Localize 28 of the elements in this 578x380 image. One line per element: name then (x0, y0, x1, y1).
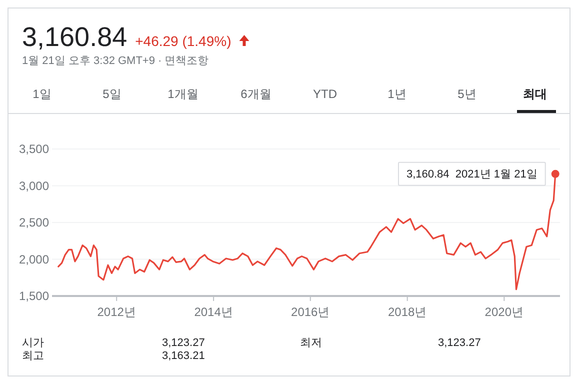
text: 5일 (102, 87, 122, 101)
y-tick-label: 3,500 (18, 142, 50, 156)
text: 최대 (523, 87, 547, 101)
text: YTD (313, 87, 338, 101)
text: 6개월 (240, 87, 272, 101)
text: 1월 21일 오후 3:32 GMT+9 · 면책조항 (22, 55, 209, 67)
x-tick-label: 2018년 (388, 305, 427, 319)
x-tick-label: 2012년 (97, 305, 136, 319)
text: 최고 (22, 350, 44, 362)
text: 최저 (300, 337, 322, 349)
annotation: 3,160.84 2021년 1월 21일 (406, 168, 538, 180)
text: 시가 (22, 337, 44, 349)
chart-title: 3,160.84 (22, 22, 128, 52)
x-tick-label: 2014년 (194, 305, 233, 319)
text: 3,123.27 (162, 337, 205, 349)
text: 1일 (32, 87, 52, 101)
text: 3,163.21 (162, 350, 205, 362)
chart-subtitle: +46.29 (1.49%) (135, 33, 232, 49)
y-tick-label: 1,500 (18, 289, 50, 303)
y-tick-label: 2,500 (18, 216, 50, 230)
text: 1년 (388, 87, 406, 101)
text: 1개월 (168, 87, 198, 101)
y-tick-label: 2,000 (18, 252, 50, 266)
text: 3,123.27 (438, 337, 481, 349)
text: 5년 (458, 87, 476, 101)
x-tick-label: 2020년 (484, 305, 524, 319)
x-tick-label: 2016년 (291, 305, 330, 319)
y-tick-label: 3,000 (18, 178, 50, 193)
